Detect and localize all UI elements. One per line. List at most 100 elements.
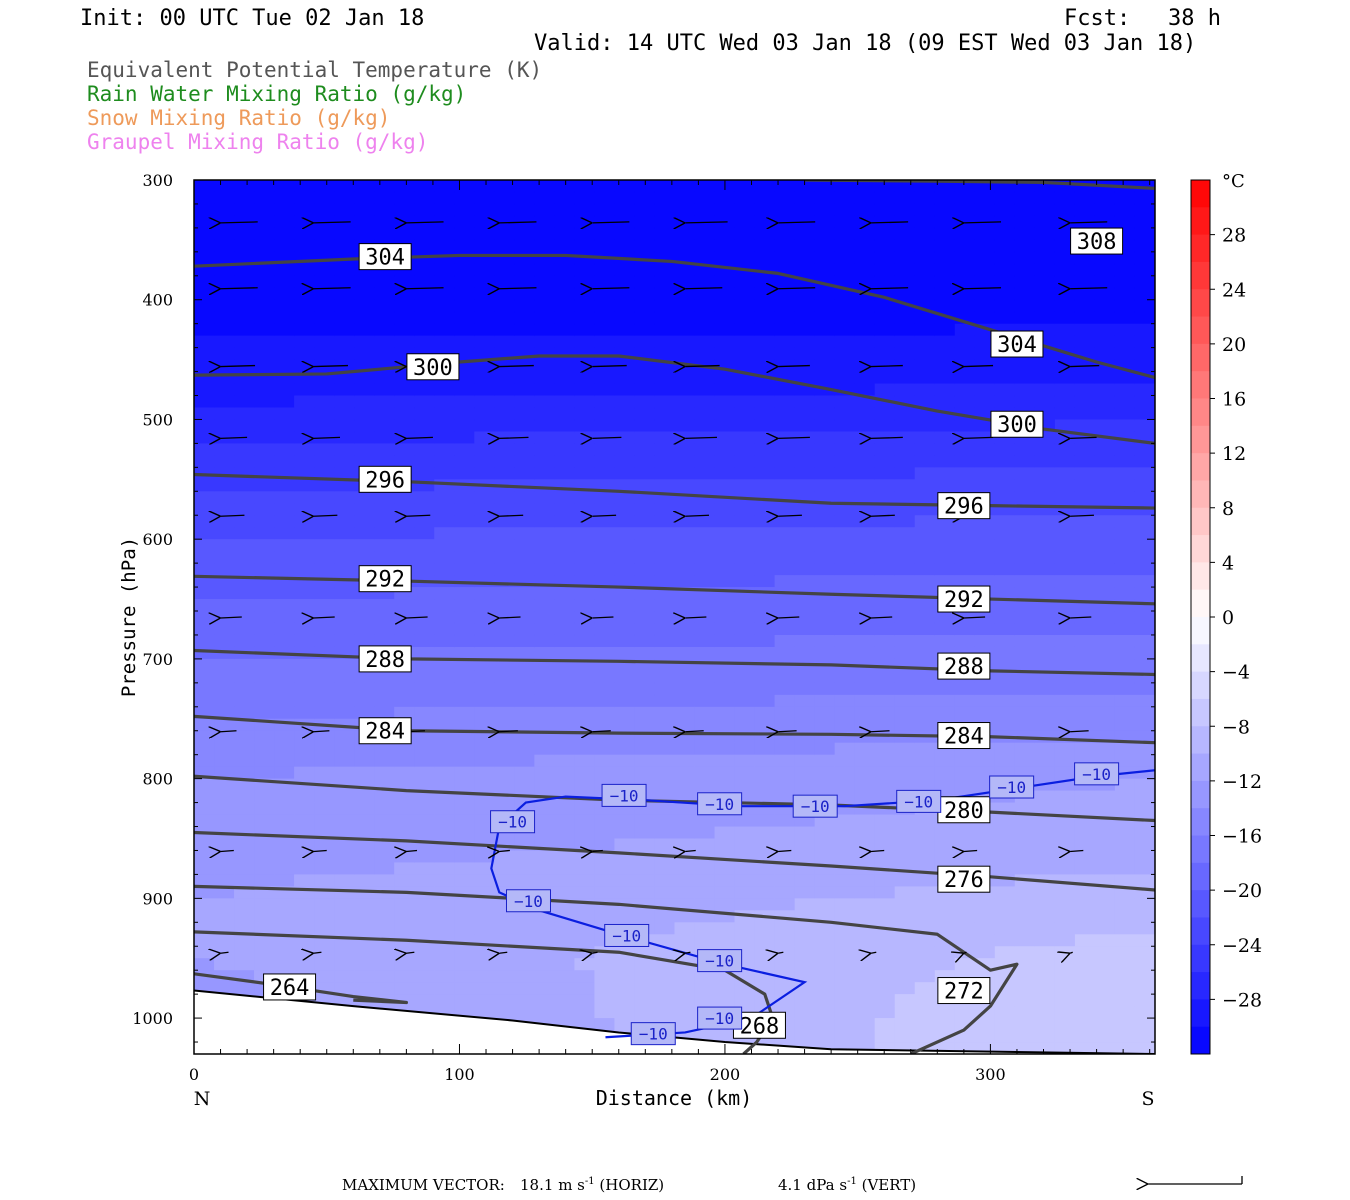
- temperature-cell: [894, 191, 916, 205]
- temperature-cell: [214, 551, 235, 564]
- temperature-cell: [214, 742, 235, 756]
- temperature-cell: [974, 850, 996, 864]
- temperature-cell: [894, 706, 916, 720]
- temperature-cell: [474, 611, 495, 624]
- temperature-cell: [214, 910, 235, 923]
- temperature-cell: [954, 527, 976, 540]
- temperature-cell: [1094, 1018, 1116, 1031]
- temperature-cell: [274, 180, 295, 193]
- temperature-cell: [634, 982, 656, 995]
- temperature-cell: [994, 622, 1016, 636]
- temperature-cell: [894, 335, 916, 349]
- temperature-cell: [794, 634, 816, 648]
- temperature-cell: [734, 215, 756, 229]
- temperature-cell: [814, 251, 836, 265]
- temperature-cell: [914, 958, 936, 971]
- wind-vector: [685, 437, 717, 438]
- temperature-cell: [814, 670, 836, 684]
- temperature-cell: [1034, 275, 1056, 289]
- temperature-cell: [494, 419, 515, 433]
- temperature-cell: [594, 1006, 616, 1019]
- temperature-cell: [774, 347, 796, 361]
- temperature-cell: [234, 862, 255, 876]
- temperature-cell: [934, 275, 956, 289]
- temperature-cell: [314, 467, 335, 480]
- temperature-cell: [854, 359, 876, 373]
- temperature-cell: [454, 982, 475, 995]
- temperature-cell: [374, 898, 395, 911]
- temperature-cell: [314, 299, 335, 313]
- temperature-cell: [394, 203, 415, 217]
- temperature-cell: [874, 766, 896, 780]
- temperature-cell: [534, 634, 555, 648]
- temperature-cell: [634, 191, 656, 205]
- temperature-cell: [1034, 383, 1056, 397]
- temperature-cell: [434, 670, 455, 684]
- temperature-cell: [434, 539, 455, 552]
- temperature-cell: [434, 563, 455, 576]
- temperature-cell: [994, 910, 1016, 923]
- temperature-cell: [994, 646, 1016, 660]
- temperature-cell: [674, 479, 696, 492]
- temperature-cell: [654, 694, 676, 708]
- temperature-cell: [734, 551, 756, 564]
- temperature-cell: [654, 970, 676, 983]
- temperature-cell: [1054, 491, 1076, 504]
- temperature-cell: [1054, 730, 1076, 744]
- temperature-cell: [994, 898, 1016, 911]
- temperature-cell: [854, 1042, 876, 1054]
- temperature-cell: [194, 814, 215, 828]
- temperature-cell: [634, 443, 656, 456]
- temperature-cell: [734, 742, 756, 756]
- temperature-cell: [1034, 611, 1056, 624]
- temperature-cell: [354, 922, 375, 935]
- temperature-cell: [794, 227, 816, 241]
- temperature-cell: [534, 203, 555, 217]
- temperature-cell: [674, 838, 696, 852]
- temperature-cell: [234, 874, 255, 887]
- temperature-cell: [834, 191, 856, 205]
- temperature-cell: [234, 634, 255, 648]
- temperature-cell: [594, 599, 616, 612]
- temperature-cell: [534, 275, 555, 289]
- temperature-cell: [1114, 742, 1136, 756]
- temperature-cell: [774, 479, 796, 492]
- temperature-cell: [954, 826, 976, 840]
- temperature-cell: [1034, 886, 1056, 899]
- temperature-cell: [534, 539, 555, 552]
- temperature-cell: [994, 359, 1016, 373]
- temperature-cell: [754, 886, 776, 899]
- temperature-cell: [1014, 443, 1036, 456]
- temperature-cell: [874, 910, 896, 923]
- temperature-cell: [254, 706, 275, 720]
- temperature-cell: [1134, 527, 1155, 540]
- temperature-cell: [754, 180, 776, 193]
- colorbar-label: −20: [1222, 880, 1262, 902]
- temperature-cell: [374, 910, 395, 923]
- temperature-cell: [814, 479, 836, 492]
- temperature-cell: [394, 970, 415, 983]
- temperature-cell: [814, 898, 836, 911]
- temperature-cell: [254, 203, 275, 217]
- temperature-cell: [494, 982, 515, 995]
- temperature-cell: [374, 180, 395, 193]
- temperature-cell: [1134, 275, 1155, 289]
- temperature-cell: [534, 419, 555, 433]
- temperature-cell: [834, 503, 856, 516]
- temperature-cell: [214, 587, 235, 600]
- temperature-cell: [314, 742, 335, 756]
- temperature-cell: [914, 994, 936, 1007]
- temperature-cell: [794, 371, 816, 385]
- temperature-cell: [1054, 287, 1076, 301]
- temperature-cell: [814, 850, 836, 864]
- temperature-cell: [254, 934, 275, 947]
- temperature-cell: [614, 994, 636, 1007]
- temperature-cell: [514, 718, 535, 732]
- temperature-cell: [194, 634, 215, 648]
- wind-vector: [1070, 731, 1089, 732]
- temperature-cell: [574, 491, 596, 504]
- temperature-cell: [314, 910, 335, 923]
- temperature-cell: [814, 563, 836, 576]
- wind-vector: [1070, 366, 1100, 367]
- temperature-cell: [334, 958, 355, 971]
